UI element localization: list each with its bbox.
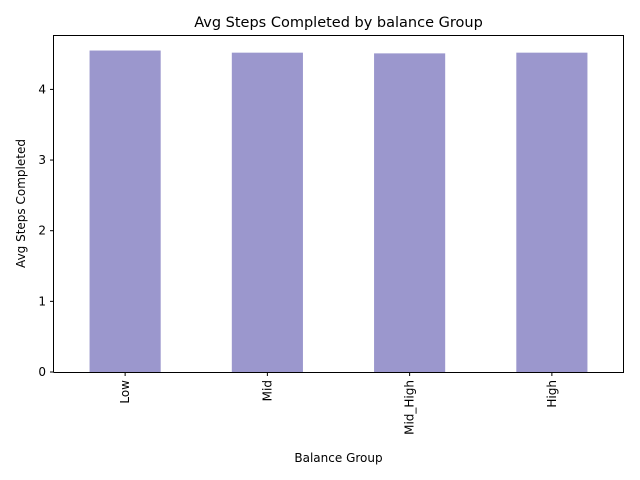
bars-layer (89, 50, 588, 373)
x-axis-label: Balance Group (294, 451, 382, 465)
bar-mid-high (374, 53, 446, 373)
chart-title: Avg Steps Completed by balance Group (194, 15, 483, 31)
y-tick-label: 4 (38, 82, 46, 96)
y-tick-label: 2 (38, 224, 46, 238)
x-ticks: Low Mid Mid_High High (118, 372, 559, 435)
y-axis-label: Avg Steps Completed (14, 139, 28, 268)
bar-mid (231, 52, 303, 372)
x-tick-label: High (545, 380, 559, 408)
y-tick-label: 1 (38, 294, 46, 308)
x-tick-label: Low (118, 380, 132, 404)
x-tick-label: Mid (260, 380, 274, 401)
y-ticks: 0 1 2 3 4 (38, 82, 54, 379)
y-tick-label: 0 (38, 365, 46, 379)
bar-low (89, 50, 161, 372)
y-tick-label: 3 (38, 153, 46, 167)
axes-layer (53, 35, 624, 373)
bar-high (516, 52, 588, 372)
x-tick-label: Mid_High (403, 380, 417, 435)
